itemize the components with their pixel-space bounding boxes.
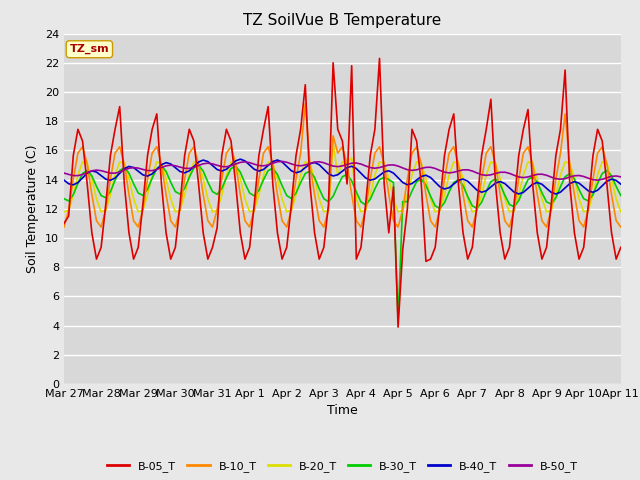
Legend: B-05_T, B-10_T, B-20_T, B-30_T, B-40_T, B-50_T: B-05_T, B-10_T, B-20_T, B-30_T, B-40_T, … (102, 457, 582, 477)
X-axis label: Time: Time (327, 405, 358, 418)
Text: TZ_sm: TZ_sm (70, 44, 109, 54)
Title: TZ SoilVue B Temperature: TZ SoilVue B Temperature (243, 13, 442, 28)
Y-axis label: Soil Temperature (C): Soil Temperature (C) (26, 144, 39, 273)
